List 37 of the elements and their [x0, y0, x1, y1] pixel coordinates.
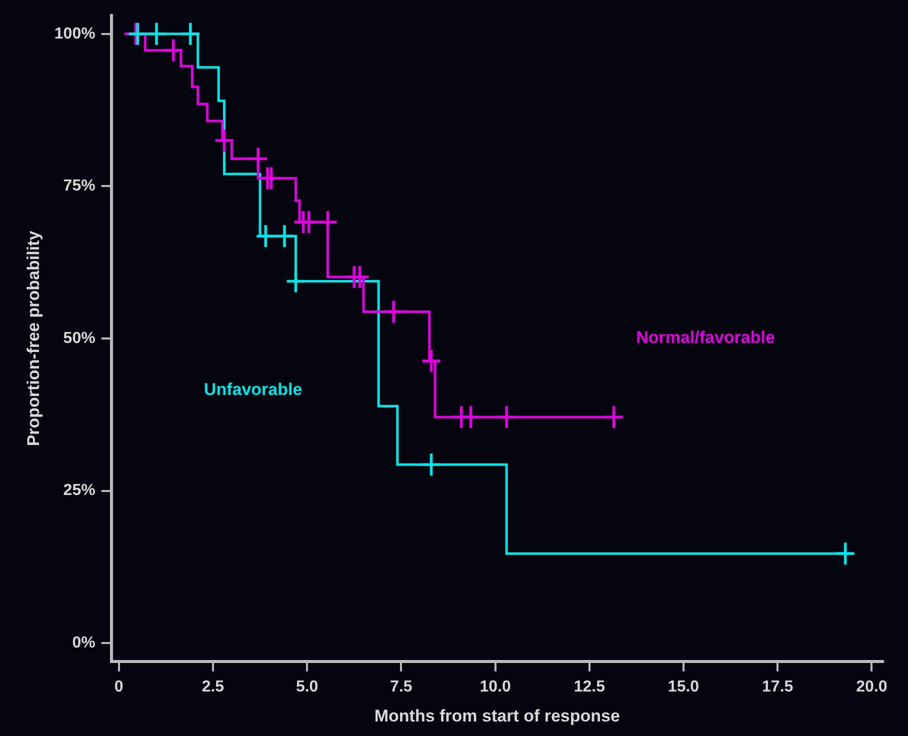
point	[462, 406, 480, 428]
point	[422, 350, 440, 372]
y-axis-title: Proportion-free probability	[24, 230, 43, 446]
y-tick-label: 75%	[63, 178, 96, 195]
point	[836, 542, 854, 565]
x-tick-label: 7.5	[390, 678, 412, 696]
point	[422, 454, 440, 476]
text: Unfavorable	[204, 380, 302, 399]
point	[147, 22, 166, 45]
point	[249, 148, 268, 170]
point	[318, 211, 337, 234]
y-tick-label: 50%	[63, 330, 96, 347]
point	[300, 211, 318, 234]
point	[350, 266, 369, 288]
point	[286, 270, 305, 292]
y-tick-label: 100%	[54, 25, 96, 42]
x-tick-label: 17.5	[762, 678, 794, 696]
x-tick-label: 20.0	[856, 678, 888, 696]
point	[604, 406, 623, 428]
y-tick-label: 0%	[72, 634, 96, 652]
x-tick-label: 2.5	[202, 678, 224, 696]
y-tick-label: 25%	[63, 482, 96, 500]
point	[181, 22, 200, 45]
text: Normal/favorable	[636, 328, 775, 348]
point	[498, 406, 516, 428]
point	[215, 129, 234, 152]
point	[384, 300, 403, 323]
point	[262, 167, 280, 190]
point	[256, 225, 275, 248]
point	[164, 39, 182, 62]
x-tick-label: 5.0	[296, 678, 318, 696]
x-tick-label: 10.0	[480, 678, 511, 696]
point	[275, 225, 294, 248]
x-tick-label: 15.0	[668, 678, 700, 696]
x-tick-label: 12.5	[574, 678, 606, 696]
x-tick-label: 0	[114, 678, 124, 696]
x-axis-title: Months from start of response	[374, 706, 620, 726]
